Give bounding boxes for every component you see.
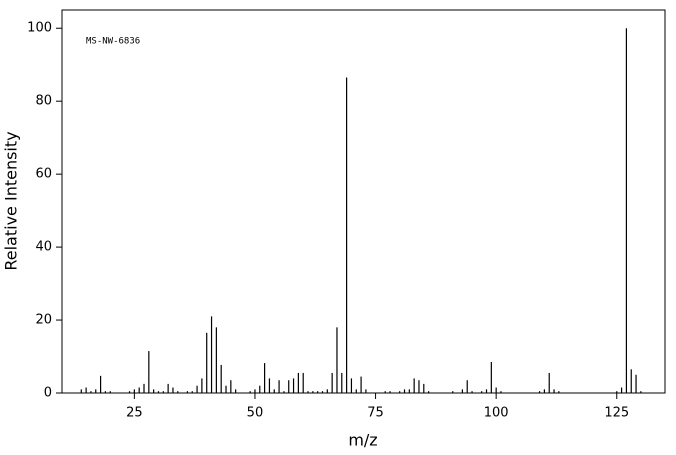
y-tick-label: 60: [35, 167, 52, 182]
x-tick-label: 100: [484, 406, 509, 421]
y-tick-label: 20: [35, 313, 52, 328]
y-tick-label: 80: [35, 94, 52, 109]
y-axis-title: Relative Intensity: [2, 131, 21, 270]
plot-frame: [61, 9, 666, 394]
y-tick-label: 0: [44, 386, 52, 401]
x-tick-label: 125: [604, 406, 629, 421]
y-tick-label: 40: [35, 240, 52, 255]
y-tick-label: 100: [27, 21, 52, 36]
annotation: MS-NW-6836: [86, 37, 140, 47]
x-tick-label: 75: [367, 406, 384, 421]
x-tick-label: 50: [247, 406, 264, 421]
x-axis-title: m/z: [348, 431, 377, 450]
x-tick-label: 25: [126, 406, 143, 421]
